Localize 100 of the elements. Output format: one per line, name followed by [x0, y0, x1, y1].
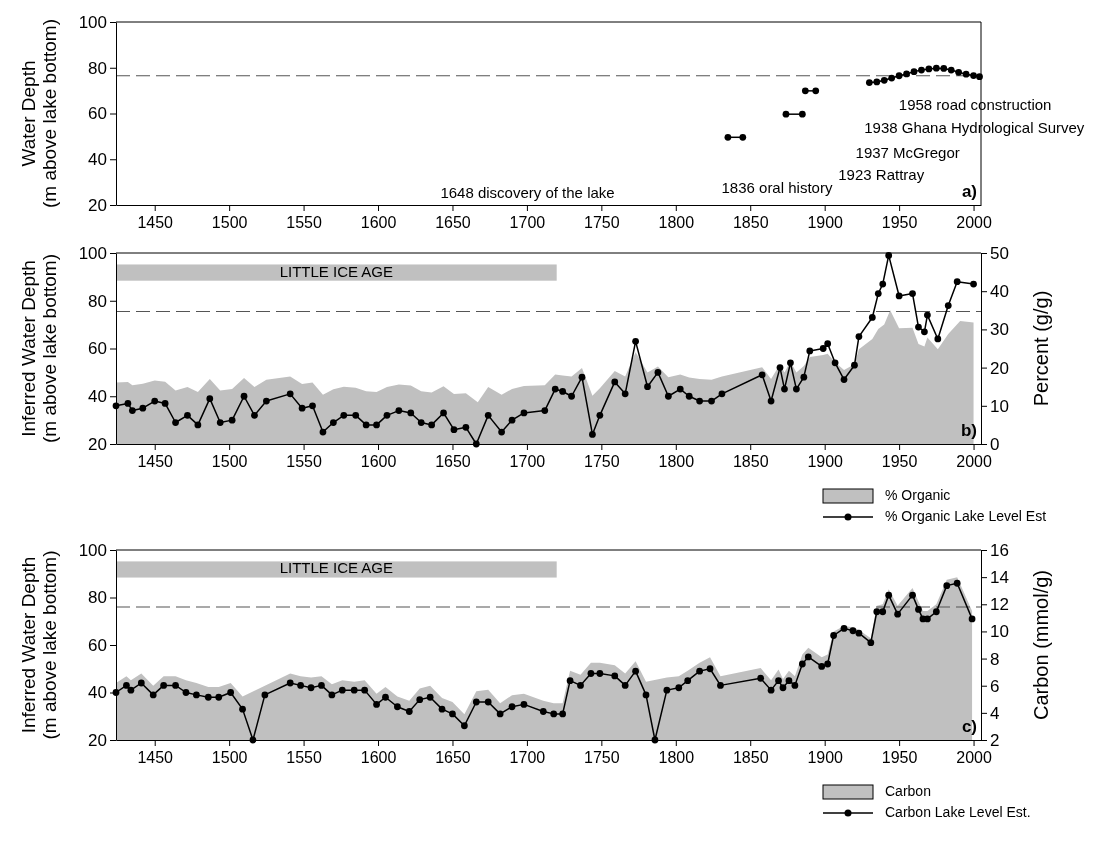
band-label: LITTLE ICE AGE	[279, 559, 394, 577]
point	[739, 133, 747, 141]
point	[865, 79, 873, 86]
legend-label: Carbon	[885, 782, 931, 799]
y2-tick-label: 4	[990, 703, 1000, 723]
y-tick-label: 20	[88, 434, 107, 454]
x-tick-label: 1800	[658, 453, 695, 471]
y-tick-label: 40	[88, 150, 107, 170]
point	[873, 78, 881, 86]
x-tick-label: 1600	[360, 214, 397, 232]
point	[962, 70, 970, 78]
x-tick-label: 1550	[286, 749, 322, 767]
y2-tick-label: 10	[990, 622, 1009, 642]
y2-tick-label: 10	[990, 396, 1009, 416]
annotation: 1923 Rattray	[838, 165, 925, 183]
x-tick-label: 1800	[658, 214, 695, 232]
y-axis-title: Water Depth (m above lake bottom)	[17, 18, 61, 209]
y-tick-label: 100	[78, 243, 107, 263]
x-tick-label: 1900	[807, 214, 844, 232]
x-tick-label: 1900	[807, 749, 844, 767]
x-tick-label: 1850	[732, 214, 769, 232]
x-tick-label: 1500	[211, 214, 248, 232]
point	[801, 87, 809, 95]
x-tick-label: 1800	[658, 749, 695, 767]
annotation: 1938 Ghana Hydrological Survey	[864, 119, 1085, 137]
x-tick-label: 1600	[360, 749, 397, 767]
x-tick-label: 1950	[881, 749, 918, 767]
y2-tick-label: 20	[990, 358, 1009, 378]
annotation: c)	[961, 717, 977, 736]
annotation: 1836 oral history	[721, 178, 833, 196]
y2-tick-label: 50	[990, 243, 1009, 263]
y-tick-label: 20	[88, 730, 107, 750]
x-tick-label: 1850	[732, 749, 769, 767]
y-tick-label: 80	[88, 291, 107, 311]
x-tick-label: 1650	[435, 749, 471, 767]
x-tick-label: 1450	[137, 214, 174, 232]
legend-label: % Organic Lake Level Est	[885, 507, 1047, 524]
y2-tick-label: 6	[990, 676, 1000, 696]
y2-axis-title: Percent (g/g)	[1030, 290, 1053, 407]
point	[970, 72, 977, 79]
y2-tick-label: 30	[990, 320, 1009, 340]
point	[932, 64, 940, 72]
y-tick-label: 60	[88, 104, 107, 124]
x-tick-label: 1550	[286, 453, 322, 471]
legend-label: % Organic	[885, 486, 951, 503]
annotation: a)	[961, 182, 977, 201]
y-axis-title: Inferred Water Depth (m above lake bottom)	[17, 253, 61, 444]
y-tick-label: 40	[88, 683, 107, 703]
y-tick-label: 80	[88, 58, 107, 78]
point	[782, 110, 790, 118]
y-tick-label: 100	[78, 12, 107, 32]
y2-tick-label: 2	[990, 730, 1000, 750]
y2-tick-label: 14	[990, 568, 1009, 588]
x-tick-label: 2000	[956, 749, 992, 767]
x-tick-label: 1450	[137, 453, 174, 471]
point	[925, 65, 933, 73]
point	[812, 87, 820, 95]
x-tick-label: 1900	[807, 453, 844, 471]
x-tick-label: 1850	[732, 453, 769, 471]
point	[910, 68, 918, 76]
x-tick-label: 1600	[360, 453, 397, 471]
y2-axis-title: Carbon (mmol/g)	[1030, 569, 1053, 721]
x-tick-label: 2000	[956, 214, 992, 232]
y-tick-label: 80	[88, 588, 107, 608]
x-tick-label: 1700	[509, 453, 546, 471]
point	[888, 74, 896, 82]
x-tick-label: 1500	[211, 453, 248, 471]
band-label: LITTLE ICE AGE	[279, 262, 394, 280]
y-tick-label: 60	[88, 339, 107, 359]
x-tick-label: 1650	[435, 214, 471, 232]
x-tick-label: 1450	[137, 749, 174, 767]
x-tick-label: 1500	[211, 749, 248, 767]
y2-tick-label: 0	[990, 434, 1000, 454]
x-tick-label: 2000	[956, 453, 992, 471]
point	[947, 66, 955, 74]
x-tick-label: 1700	[509, 214, 546, 232]
y-tick-label: 20	[88, 195, 107, 215]
point	[895, 72, 903, 80]
x-tick-label: 1650	[435, 453, 471, 471]
x-tick-label: 1950	[881, 453, 918, 471]
y2-tick-label: 8	[990, 649, 1000, 669]
point	[903, 70, 910, 78]
y-tick-label: 60	[88, 635, 107, 655]
legend-label: Carbon Lake Level Est.	[885, 803, 1031, 820]
y2-tick-label: 40	[990, 282, 1009, 302]
x-tick-label: 1750	[584, 453, 620, 471]
y2-tick-label: 16	[990, 540, 1009, 560]
point	[724, 133, 732, 141]
point	[940, 65, 948, 72]
annotation: 1648 discovery of the lake	[440, 183, 615, 201]
point	[955, 68, 963, 76]
point	[798, 110, 806, 118]
x-tick-label: 1950	[881, 214, 918, 232]
x-tick-label: 1700	[509, 749, 546, 767]
y2-tick-label: 12	[990, 595, 1009, 615]
annotation: b)	[960, 421, 977, 440]
point	[918, 66, 925, 74]
annotation: 1937 McGregor	[855, 143, 960, 161]
y-tick-label: 40	[88, 387, 107, 407]
annotation: 1958 road construction	[898, 96, 1052, 114]
